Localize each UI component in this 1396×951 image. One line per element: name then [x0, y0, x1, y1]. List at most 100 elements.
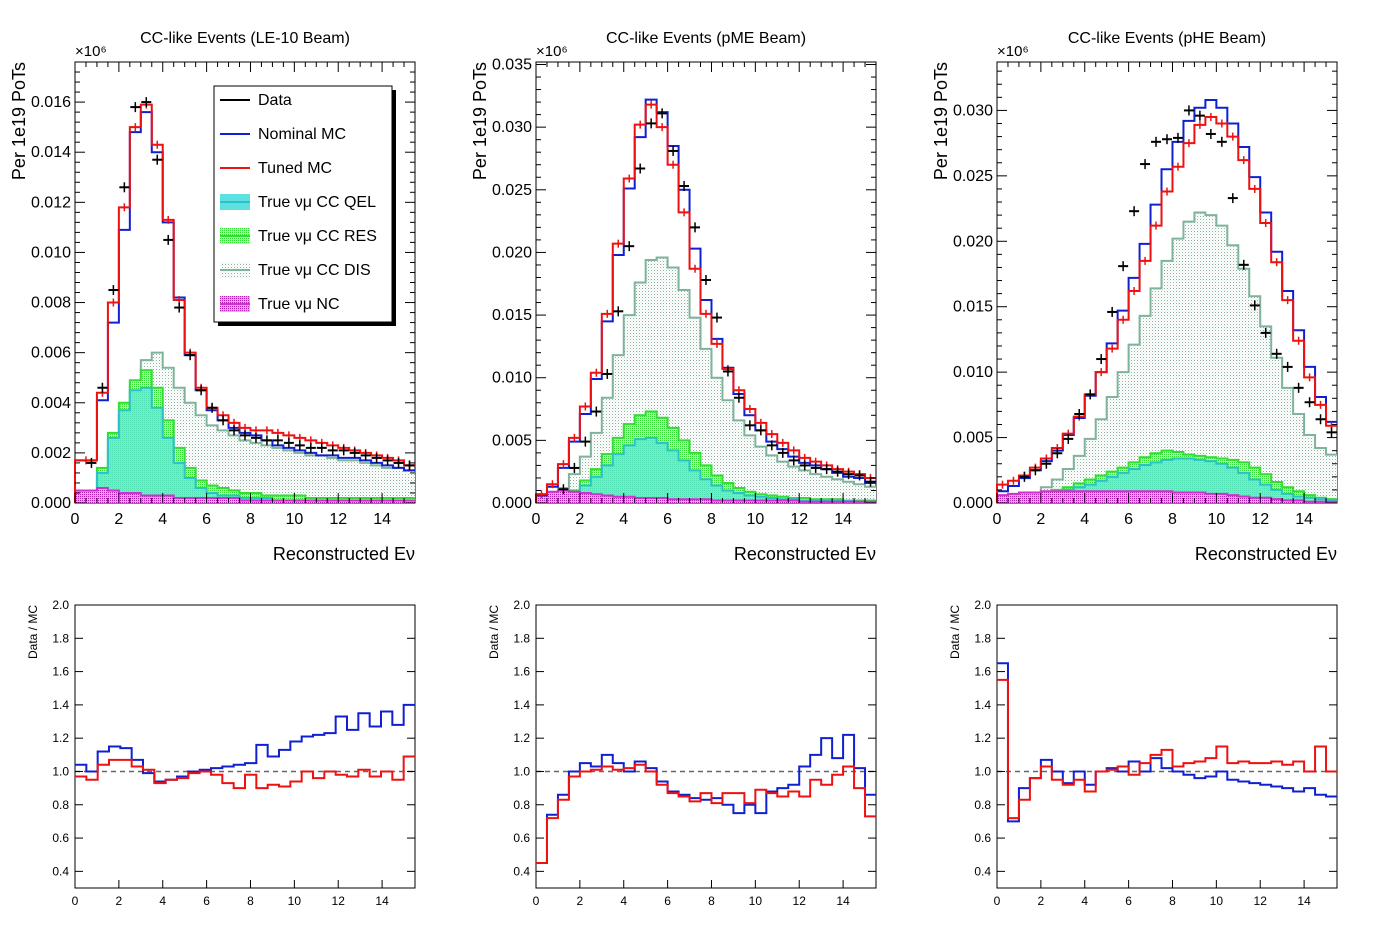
chart-title: CC-like Events (pHE Beam) — [1068, 30, 1266, 47]
ratio-y-tick-label: 0.8 — [513, 798, 530, 812]
x-tick-label: 2 — [114, 511, 123, 528]
y-axis-label: Per 1e19 PoTs — [9, 62, 29, 180]
ratio-y-tick-label: 2.0 — [52, 598, 69, 612]
ratio-x-tick-label: 6 — [1125, 894, 1132, 908]
chart-title: CC-like Events (LE-10 Beam) — [140, 30, 350, 47]
ratio-y-tick-label: 1.0 — [974, 764, 991, 778]
ratio-y-tick-label: 1.2 — [52, 731, 69, 745]
ratio-x-tick-label: 12 — [793, 894, 807, 908]
line-dis — [536, 256, 876, 502]
ratio-x-tick-label: 4 — [620, 894, 627, 908]
legend-label-dis: True νμ CC DIS — [258, 262, 371, 279]
x-tick-label: 2 — [575, 511, 584, 528]
line-dis — [997, 211, 1337, 502]
legend-label-qel: True νμ CC QEL — [258, 194, 376, 211]
x-tick-label: 6 — [663, 511, 672, 528]
x-tick-label: 12 — [790, 511, 808, 528]
y-tick-label: 0.010 — [953, 364, 993, 381]
ratio-x-tick-label: 0 — [533, 894, 540, 908]
ratio-y-axis-label: Data / MC — [948, 605, 962, 659]
ratio-y-tick-label: 1.2 — [974, 731, 991, 745]
ratio-x-tick-label: 14 — [836, 894, 850, 908]
ratio-y-tick-label: 1.2 — [513, 731, 530, 745]
ratio-x-tick-label: 12 — [1254, 894, 1268, 908]
ratio-x-tick-label: 10 — [1210, 894, 1224, 908]
y-tick-label: 0.014 — [31, 144, 71, 161]
line-res — [75, 369, 415, 499]
y-axis-label: Per 1e19 PoTs — [470, 62, 490, 180]
ratio-x-tick-label: 6 — [664, 894, 671, 908]
ratio-x-tick-label: 8 — [247, 894, 254, 908]
fill-nc — [536, 490, 876, 503]
x-tick-label: 8 — [246, 511, 255, 528]
legend: Data Nominal MC Tuned MC True νμ CC QEL True… — [213, 85, 396, 326]
ratio-x-tick-label: 8 — [708, 894, 715, 908]
ratio-line-nominal — [536, 733, 876, 865]
fill-nc — [75, 487, 415, 503]
hist-tuned — [535, 103, 876, 503]
ratio-x-tick-label: 2 — [1038, 894, 1045, 908]
fill-dis — [997, 212, 1337, 503]
x-tick-label: 12 — [1251, 511, 1269, 528]
hist-tuned — [996, 115, 1337, 503]
ratio-line-tuned — [997, 678, 1337, 820]
x-tick-label: 4 — [158, 511, 167, 528]
ratio-x-tick-label: 14 — [375, 894, 389, 908]
y-tick-label: 0.010 — [492, 370, 532, 387]
ratio-y-tick-label: 1.8 — [52, 631, 69, 645]
panel-1: 0.000 0.005 0.010 0.015 0.020 0.025 0.030 0.035… — [470, 30, 877, 908]
x-tick-label: 0 — [71, 511, 80, 528]
x-axis-label: Reconstructed Eν — [273, 544, 415, 564]
y-tick-label: 0.004 — [31, 395, 71, 412]
x-tick-label: 8 — [707, 511, 716, 528]
y-tick-label: 0.030 — [492, 119, 532, 136]
ratio-line-nominal — [997, 662, 1337, 823]
y-tick-label: 0.030 — [953, 102, 993, 119]
y-axis-label: Per 1e19 PoTs — [931, 62, 951, 180]
x-tick-label: 12 — [329, 511, 347, 528]
ratio-y-tick-label: 1.4 — [974, 698, 991, 712]
ratio-y-tick-label: 1.6 — [513, 665, 530, 679]
x-tick-label: 10 — [285, 511, 303, 528]
x-tick-label: 0 — [532, 511, 541, 528]
x-tick-label: 0 — [993, 511, 1002, 528]
ratio-x-tick-label: 10 — [288, 894, 302, 908]
y-tick-label: 0.005 — [953, 430, 993, 447]
legend-label-nc: True νμ NC — [258, 296, 340, 313]
ratio-x-tick-label: 10 — [749, 894, 763, 908]
y-tick-label: 0.005 — [492, 432, 532, 449]
legend-label-res: True νμ CC RES — [258, 228, 377, 245]
ratio-x-tick-label: 6 — [203, 894, 210, 908]
x-tick-label: 14 — [373, 511, 391, 528]
y-tick-label: 0.015 — [492, 307, 532, 324]
ratio-x-tick-label: 0 — [72, 894, 79, 908]
ratio-x-tick-label: 12 — [332, 894, 346, 908]
ratio-panel-2: 0.4 0.6 0.8 1.0 1.2 1.4 1.6 1.8 2.0 0 2 4 6 8 10 12 14 Da… — [948, 598, 1338, 908]
ratio-frame — [996, 604, 1338, 889]
ratio-y-tick-label: 1.6 — [52, 665, 69, 679]
y-tick-label: 0.020 — [953, 233, 993, 250]
y-tick-label: 0.002 — [31, 445, 71, 462]
y-tick-label: 0.016 — [31, 94, 71, 111]
x-axis-label: Reconstructed Eν — [734, 544, 876, 564]
y-tick-label: 0.000 — [953, 495, 993, 512]
ratio-line-tuned — [536, 763, 876, 865]
legend-label-data: Data — [258, 92, 292, 109]
x-tick-label: 10 — [1207, 511, 1225, 528]
y-tick-label: 0.025 — [492, 182, 532, 199]
y-tick-label: 0.035 — [492, 57, 532, 74]
y-tick-label: 0.006 — [31, 345, 71, 362]
x-axis-label: Reconstructed Eν — [1195, 544, 1337, 564]
ratio-y-tick-label: 0.4 — [513, 864, 530, 878]
x-tick-label: 10 — [746, 511, 764, 528]
ratio-frame — [535, 604, 877, 889]
y-tick-label: 0.025 — [953, 168, 993, 185]
ratio-x-tick-label: 2 — [116, 894, 123, 908]
y-tick-label: 0.020 — [492, 244, 532, 261]
x-tick-label: 6 — [1124, 511, 1133, 528]
chart-title: CC-like Events (pME Beam) — [606, 30, 806, 47]
ratio-x-tick-label: 0 — [994, 894, 1001, 908]
ratio-y-tick-label: 0.8 — [974, 798, 991, 812]
y-tick-label: 0.012 — [31, 194, 71, 211]
